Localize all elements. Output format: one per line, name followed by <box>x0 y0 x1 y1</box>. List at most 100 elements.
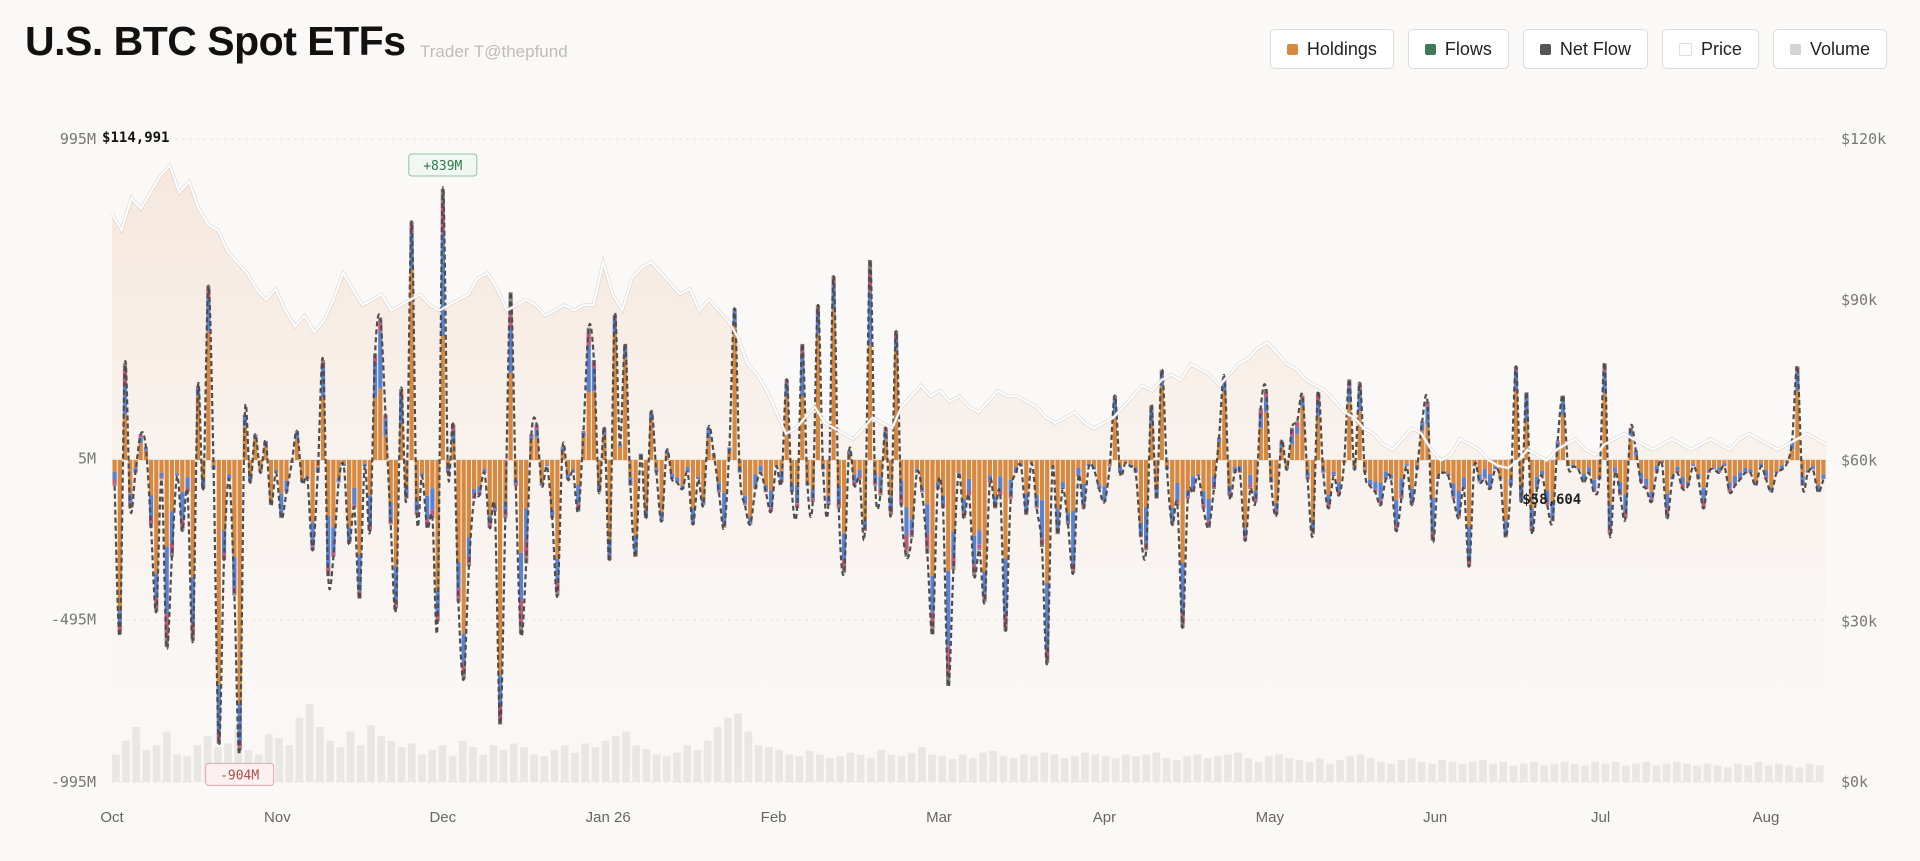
flow-bar-segment <box>1206 520 1211 526</box>
flow-bar-segment <box>742 460 748 496</box>
volume-bar <box>887 754 896 782</box>
flow-bar-segment <box>1055 508 1060 530</box>
volume-bar <box>846 752 855 782</box>
flow-bar-segment <box>1633 450 1638 451</box>
volume-bar <box>744 731 753 782</box>
volume-bar <box>1805 763 1814 782</box>
flow-bar-segment <box>1399 478 1404 495</box>
flow-bar-segment <box>1618 491 1623 495</box>
legend-volume-label: Volume <box>1809 38 1870 59</box>
flow-bar-segment <box>1623 515 1628 519</box>
volume-bar <box>1101 756 1110 782</box>
flow-bar-segment <box>1243 460 1248 529</box>
flow-bar-segment <box>1112 418 1117 460</box>
flow-bar-segment <box>1086 460 1091 464</box>
volume-bar <box>907 752 916 782</box>
flow-bar-segment <box>550 460 555 510</box>
flow-bar-segment <box>461 460 466 634</box>
flow-bar-segment <box>1451 498 1456 499</box>
flow-bar-segment <box>1717 472 1722 473</box>
flow-bar-segment <box>940 507 946 509</box>
flow-bar-segment <box>357 554 362 592</box>
flow-bar-segment <box>1118 466 1123 472</box>
legend-price-label: Price <box>1700 38 1742 59</box>
flow-bar-segment <box>425 460 430 496</box>
flow-bar-segment <box>1732 482 1737 485</box>
volume-bar <box>377 736 385 782</box>
legend-volume-button[interactable]: Volume <box>1772 29 1887 69</box>
volume-bar <box>1652 765 1661 782</box>
flow-bar-segment <box>1055 532 1060 535</box>
volume-bar <box>540 756 549 782</box>
flow-bar-segment <box>1144 460 1149 508</box>
flow-bar-segment <box>185 477 190 488</box>
flow-bar-segment <box>1821 478 1826 479</box>
flow-bar-segment <box>1024 513 1029 515</box>
flow-bar-segment <box>565 478 570 480</box>
flow-bar-segment <box>399 424 404 460</box>
flow-bar-segment <box>1263 397 1269 412</box>
volume-bar <box>724 717 732 782</box>
flow-bar-segment <box>232 556 237 588</box>
flow-bar-segment <box>1592 489 1597 492</box>
volume-bar <box>1509 765 1518 782</box>
flow-bar-segment <box>753 474 758 487</box>
flow-bar-segment <box>1769 487 1774 491</box>
flow-bar-segment <box>1665 460 1670 494</box>
flow-bar-segment <box>1816 460 1821 485</box>
flow-bar-segment <box>461 633 466 664</box>
flow-bar-segment <box>1441 471 1446 473</box>
flow-bar-segment <box>544 460 550 465</box>
flow-bar-segment <box>1732 484 1737 486</box>
chart-axes: 995M 5M -495M -995M $120k $90k $60k $30k $0k Oct N… <box>51 130 1886 826</box>
x-tick-label: Dec <box>429 809 456 826</box>
flow-bar-segment <box>1144 548 1149 551</box>
flow-bar-segment <box>1685 484 1691 486</box>
flow-bar-segment <box>1050 460 1055 469</box>
flow-bar-segment <box>1045 583 1050 650</box>
flow-bar-segment <box>753 460 758 475</box>
volume-bar <box>662 756 671 782</box>
volume-bar <box>1315 758 1324 782</box>
x-tick-label: Jun <box>1423 809 1447 826</box>
flow-bar-segment <box>138 437 143 444</box>
flow-bar-segment <box>352 505 357 508</box>
flow-bar-segment <box>930 575 935 613</box>
flow-bar-segment <box>1597 478 1602 480</box>
flow-bar-segment <box>930 460 935 576</box>
flow-bar-segment <box>1748 469 1753 472</box>
flow-bar-segment <box>305 460 310 477</box>
legend-price-button[interactable]: Price <box>1661 29 1759 69</box>
flow-bar-segment <box>867 345 873 460</box>
volume-bar <box>326 740 334 783</box>
legend-net-flow-button[interactable]: Net Flow <box>1522 29 1648 69</box>
flow-bar-segment <box>1180 562 1185 614</box>
flow-bar-segment <box>456 588 461 598</box>
volume-bar <box>1591 761 1599 782</box>
volume-bar <box>469 747 477 782</box>
flow-bar-segment <box>1076 467 1081 475</box>
flow-bar-segment <box>1738 460 1743 473</box>
flow-bar-segment <box>904 535 909 551</box>
volume-bar <box>1111 758 1120 782</box>
flow-bar-segment <box>227 460 232 475</box>
flow-bar-segment <box>232 593 237 596</box>
flow-bar-segment <box>1623 494 1628 511</box>
flow-bar-segment <box>1076 460 1081 468</box>
flow-bar-segment <box>1743 467 1748 472</box>
volume-bar <box>1499 761 1508 782</box>
legend-flows-button[interactable]: Flows <box>1407 29 1509 69</box>
flow-bar-segment <box>1284 460 1289 467</box>
flow-bar-segment <box>498 460 503 676</box>
legend-holdings-button[interactable]: Holdings <box>1269 29 1394 69</box>
volume-bar <box>1346 756 1355 782</box>
flow-bar-segment <box>1461 477 1466 488</box>
price-swatch-icon <box>1678 42 1692 56</box>
flow-bar-segment <box>904 550 909 557</box>
volume-bar <box>1162 758 1171 782</box>
flow-bar-segment <box>1685 485 1691 486</box>
x-tick-label: Aug <box>1753 809 1780 826</box>
flow-bar-segment <box>1790 449 1795 460</box>
flow-bar-segment <box>1456 460 1461 491</box>
flow-bar-segment <box>1461 460 1466 478</box>
